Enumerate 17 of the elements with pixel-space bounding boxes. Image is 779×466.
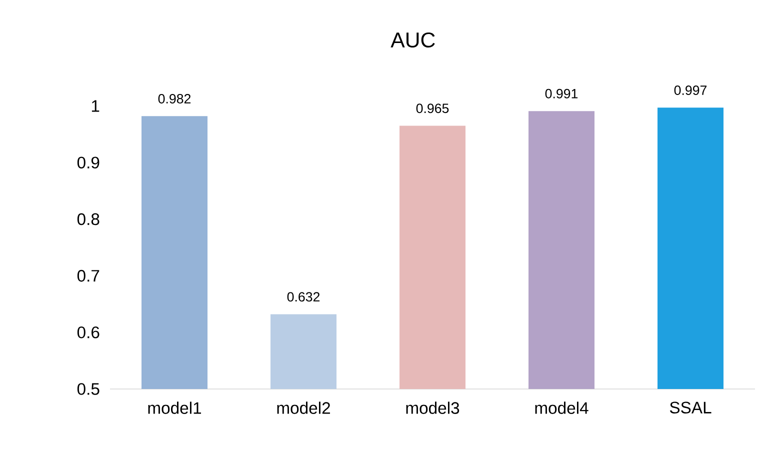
x-tick-label: model3 <box>406 402 460 414</box>
x-tick-label: model2 <box>277 402 330 414</box>
y-tick-label: 0.8 <box>77 213 100 226</box>
data-label: 0.965 <box>416 104 449 114</box>
data-label: 0.997 <box>674 86 707 95</box>
chart-title: AUC <box>390 32 435 48</box>
y-tick-label: 0.6 <box>77 326 100 338</box>
y-tick-label: 0.9 <box>77 156 100 168</box>
data-label: 0.632 <box>287 292 320 302</box>
y-tick-label: 1 <box>92 100 100 112</box>
data-label: 0.982 <box>158 94 191 104</box>
x-tick-label: SSAL <box>670 402 712 414</box>
x-tick-label: model1 <box>148 402 201 414</box>
data-label: 0.991 <box>545 88 578 98</box>
y-tick-label: 0.5 <box>77 383 100 395</box>
x-tick-label: model4 <box>535 402 588 414</box>
y-tick-label: 0.7 <box>77 270 100 282</box>
